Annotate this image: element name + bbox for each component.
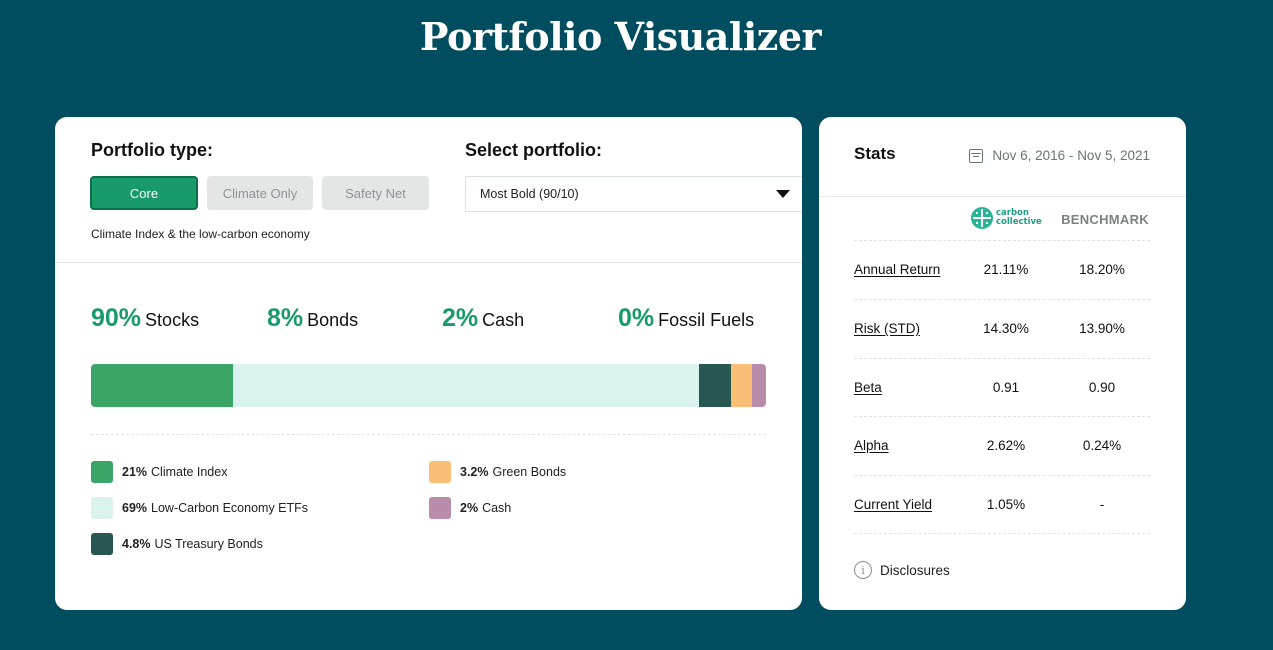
carbon-collective-logo: carbon collective bbox=[971, 207, 1042, 229]
allocation-bar-segment bbox=[752, 364, 766, 407]
caret-down-icon bbox=[776, 190, 790, 198]
row-divider bbox=[854, 416, 1150, 417]
page-title: Portfolio Visualizer bbox=[419, 14, 822, 59]
portfolio-type-label: Portfolio type: bbox=[91, 140, 213, 160]
legend-pct: 2% bbox=[460, 501, 479, 515]
legend-low-carbon-etfs: 69% Low-Carbon Economy ETFs bbox=[91, 497, 308, 519]
stat-annual-return-link[interactable]: Annual Return bbox=[854, 262, 941, 277]
legend-swatch bbox=[91, 497, 113, 519]
legend-pct: 4.8% bbox=[122, 537, 151, 551]
calendar-icon bbox=[969, 148, 984, 163]
summary-cash-label: Cash bbox=[482, 310, 525, 330]
portfolio-type-safety-net-button[interactable]: Safety Net bbox=[322, 176, 429, 210]
summary-stocks-label: Stocks bbox=[145, 310, 200, 330]
summary-fossil-fuels: 0% Fossil Fuels bbox=[618, 304, 754, 333]
summary-stocks: 90% Stocks bbox=[91, 304, 199, 333]
benchmark-label: BENCHMARK bbox=[1061, 212, 1149, 227]
legend-swatch bbox=[429, 497, 451, 519]
legend-pct: 21% bbox=[122, 465, 148, 479]
row-divider bbox=[854, 240, 1150, 241]
row-divider bbox=[854, 533, 1150, 534]
stat-risk-benchmark: 13.90% bbox=[1079, 321, 1125, 336]
disclosures-link[interactable]: i Disclosures bbox=[854, 561, 950, 579]
allocation-bar-segment bbox=[232, 364, 699, 407]
summary-stocks-pct: 90% bbox=[91, 304, 142, 332]
stat-annual-return-benchmark: 18.20% bbox=[1079, 262, 1125, 277]
summary-cash: 2% Cash bbox=[442, 304, 524, 333]
stat-beta-cc: 0.91 bbox=[992, 380, 1020, 395]
legend-cash: 2% Cash bbox=[429, 497, 511, 519]
legend-label: US Treasury Bonds bbox=[154, 537, 263, 551]
legend-green-bonds: 3.2% Green Bonds bbox=[429, 461, 566, 483]
legend-label: Cash bbox=[482, 501, 512, 515]
summary-bonds-pct: 8% bbox=[267, 304, 304, 332]
section-divider bbox=[55, 262, 802, 263]
carbon-collective-logo-mark bbox=[971, 207, 993, 229]
logo-text-line2: collective bbox=[996, 217, 1042, 227]
stat-alpha-link[interactable]: Alpha bbox=[854, 438, 889, 453]
stat-risk-link[interactable]: Risk (STD) bbox=[854, 321, 920, 336]
stat-current-yield-cc: 1.05% bbox=[986, 497, 1026, 512]
row-divider bbox=[854, 358, 1150, 359]
summary-cash-pct: 2% bbox=[442, 304, 479, 332]
logo-text-line1: carbon bbox=[996, 208, 1029, 218]
legend-climate-index: 21% Climate Index bbox=[91, 461, 227, 483]
portfolio-select[interactable]: Most Bold (90/10) bbox=[465, 176, 802, 212]
allocation-bar-segment bbox=[91, 364, 233, 407]
stat-beta-benchmark: 0.90 bbox=[1088, 380, 1116, 395]
stat-alpha-benchmark: 0.24% bbox=[1082, 438, 1122, 453]
portfolio-type-core-button[interactable]: Core bbox=[90, 176, 198, 210]
legend-label: Low-Carbon Economy ETFs bbox=[151, 501, 309, 515]
legend-pct: 69% bbox=[122, 501, 148, 515]
portfolio-select-value: Most Bold (90/10) bbox=[480, 187, 579, 201]
row-divider bbox=[854, 475, 1150, 476]
portfolio-type-climate-only-button[interactable]: Climate Only bbox=[207, 176, 313, 210]
date-range-text: Nov 6, 2016 - Nov 5, 2021 bbox=[992, 148, 1150, 163]
info-icon: i bbox=[854, 561, 872, 579]
summary-bonds: 8% Bonds bbox=[267, 304, 358, 333]
legend-swatch bbox=[91, 461, 113, 483]
disclosures-label: Disclosures bbox=[880, 562, 950, 578]
stat-current-yield-benchmark: - bbox=[1099, 497, 1105, 512]
legend-us-treasury-bonds: 4.8% US Treasury Bonds bbox=[91, 533, 263, 555]
stat-alpha-cc: 2.62% bbox=[986, 438, 1026, 453]
stat-beta-link[interactable]: Beta bbox=[854, 380, 882, 395]
legend-swatch bbox=[429, 461, 451, 483]
legend-label: Climate Index bbox=[151, 465, 228, 479]
row-divider bbox=[854, 299, 1150, 300]
select-portfolio-label: Select portfolio: bbox=[465, 140, 603, 160]
summary-bonds-label: Bonds bbox=[307, 310, 359, 330]
portfolio-type-description: Climate Index & the low-carbon economy bbox=[91, 227, 310, 241]
legend-pct: 3.2% bbox=[460, 465, 489, 479]
legend-divider bbox=[91, 434, 766, 435]
summary-fossil-fuels-label: Fossil Fuels bbox=[658, 310, 755, 330]
allocation-bar-segment bbox=[730, 364, 753, 407]
stats-card: Stats Nov 6, 2016 - Nov 5, 2021 carbon c… bbox=[819, 117, 1186, 610]
legend-label: Green Bonds bbox=[492, 465, 567, 479]
stats-title: Stats bbox=[854, 144, 896, 163]
stat-annual-return-cc: 21.11% bbox=[983, 262, 1029, 277]
stat-risk-cc: 14.30% bbox=[983, 321, 1029, 336]
summary-fossil-fuels-pct: 0% bbox=[618, 304, 655, 332]
allocation-bar-segment bbox=[698, 364, 731, 407]
portfolio-card: Portfolio type: Select portfolio: Core C… bbox=[55, 117, 802, 610]
legend-swatch bbox=[91, 533, 113, 555]
stat-current-yield-link[interactable]: Current Yield bbox=[854, 497, 933, 512]
date-range[interactable]: Nov 6, 2016 - Nov 5, 2021 bbox=[969, 148, 1150, 163]
stats-divider bbox=[819, 196, 1186, 197]
allocation-bar bbox=[91, 364, 766, 407]
